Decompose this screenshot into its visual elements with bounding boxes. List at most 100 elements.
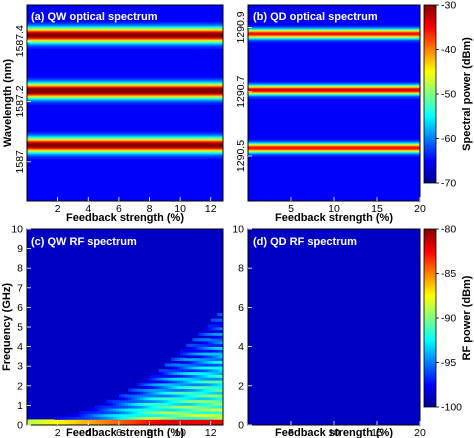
panel-c-cell [210,346,215,350]
panel-c-cell [158,416,163,420]
panel-c-cell [195,411,199,415]
panel-c-cell [207,343,212,347]
panel-c-cell [170,411,175,415]
panel-a-band-2-strip [27,34,223,37]
panel-b-band-1-strip [248,96,420,98]
panel-c-cell [91,416,95,420]
panel-c-cell [158,413,163,417]
panel-c-cell [177,374,181,378]
panel-c-cell [143,380,147,384]
panel-b-band-2-strip [248,30,420,32]
panel-c-cell [210,366,215,370]
panel-a-band-2-strip [27,31,223,34]
panel-c-cell [155,411,160,415]
panel-c-cell [106,419,111,423]
panel-c-cell [128,416,132,420]
panel-c-cell [219,405,224,409]
panel-a-band-2-strip [27,27,223,30]
panel-c-cell [85,413,89,417]
panel-c-cell [186,405,190,409]
panel-d-ytick-label: 8 [238,263,244,275]
panel-a-band-1-strip [27,79,223,81]
panel-c-cell [149,391,153,395]
panel-c-cell [125,394,129,398]
panel-c-cell [118,411,123,415]
panel-c-cell [192,366,196,370]
panel-c-cell [128,399,132,403]
panel-d-title: (d) QD RF spectrum [253,236,357,248]
panel-c-cell [137,405,141,409]
panel-c-cell [149,383,153,387]
panel-c-cell [36,419,40,423]
panel-c-cell [216,402,221,406]
panel-a-band-0-strip [27,155,223,158]
panel-c-cell [219,385,224,389]
panel-c-cell [210,416,215,420]
panel-c-cell [60,419,65,423]
panel-c-cell [146,416,150,420]
panel-c-cell [164,399,169,403]
panel-c-cell [198,399,202,403]
panel-c-cell [210,413,215,417]
panel-a-band-1-strip [27,78,223,80]
panel-c-cell [201,341,206,345]
panel-c-cell [72,419,77,423]
panel-c-cell [82,416,86,420]
panel-c-cell [177,394,181,398]
colorbar-rf-tick-label: -90 [441,313,456,325]
panel-c-cell [216,422,221,426]
panel-c-cell [164,385,169,389]
panel-c-cell [100,413,104,417]
panel-c-cell [91,419,95,423]
panel-c-cell [164,422,169,426]
panel-c-cell [192,411,196,415]
panel-c-cell [140,397,144,401]
panel-b-band-0-strip [248,151,420,153]
panel-c-cell [198,355,202,359]
panel-c-cell [82,413,86,417]
panel-c-ytick-label: 2 [17,380,23,392]
panel-c-cell [66,422,71,426]
panel-c-cell [195,388,199,392]
panel-c-cell [155,419,160,423]
panel-c-cell [180,402,184,406]
panel-c-cell [177,402,181,406]
panel-a-band-2 [27,21,223,50]
panel-c-cell [94,405,98,409]
panel-c-cell [204,341,209,345]
panel-b-band-0-strip [248,155,420,157]
panel-a-band-0-strip [27,138,223,141]
panel-c-cell [146,408,150,412]
panel-c-cell [216,346,221,350]
panel-c-cell [161,405,166,409]
panel-c-cell [174,411,178,415]
panel-c-cell [158,380,163,384]
panel-c-cell [189,360,193,364]
panel-c-cell [219,411,224,415]
panel-c-cell [115,419,120,423]
panel-c-cell [198,419,202,423]
panel-c-cell [216,343,221,347]
panel-c-cell [183,397,187,401]
panel-c-cell [201,338,206,342]
panel-c-cell [207,385,212,389]
panel-c-cell [216,369,221,373]
panel-c-cell [216,313,221,317]
panel-c-cell [189,419,193,423]
panel-c-cell [170,377,175,381]
panel-c-cell [216,413,221,417]
panel-c-cell [146,405,150,409]
panel-c-cell [183,371,187,375]
panel-c-cell [207,369,212,373]
panel-c-cell [219,383,224,387]
panel-a-band-0-strip [27,148,223,151]
panel-b-xticks: 5 10 15 20 [288,197,426,215]
panel-c-cell [146,380,150,384]
panel-c-cell [219,402,224,406]
panel-c-cell [207,402,212,406]
panel-c-cell [210,422,215,426]
panel-c-cell [76,419,80,423]
panel-c-cell [69,413,74,417]
panel-c-cell [180,399,184,403]
panel-c-cell [213,360,218,364]
